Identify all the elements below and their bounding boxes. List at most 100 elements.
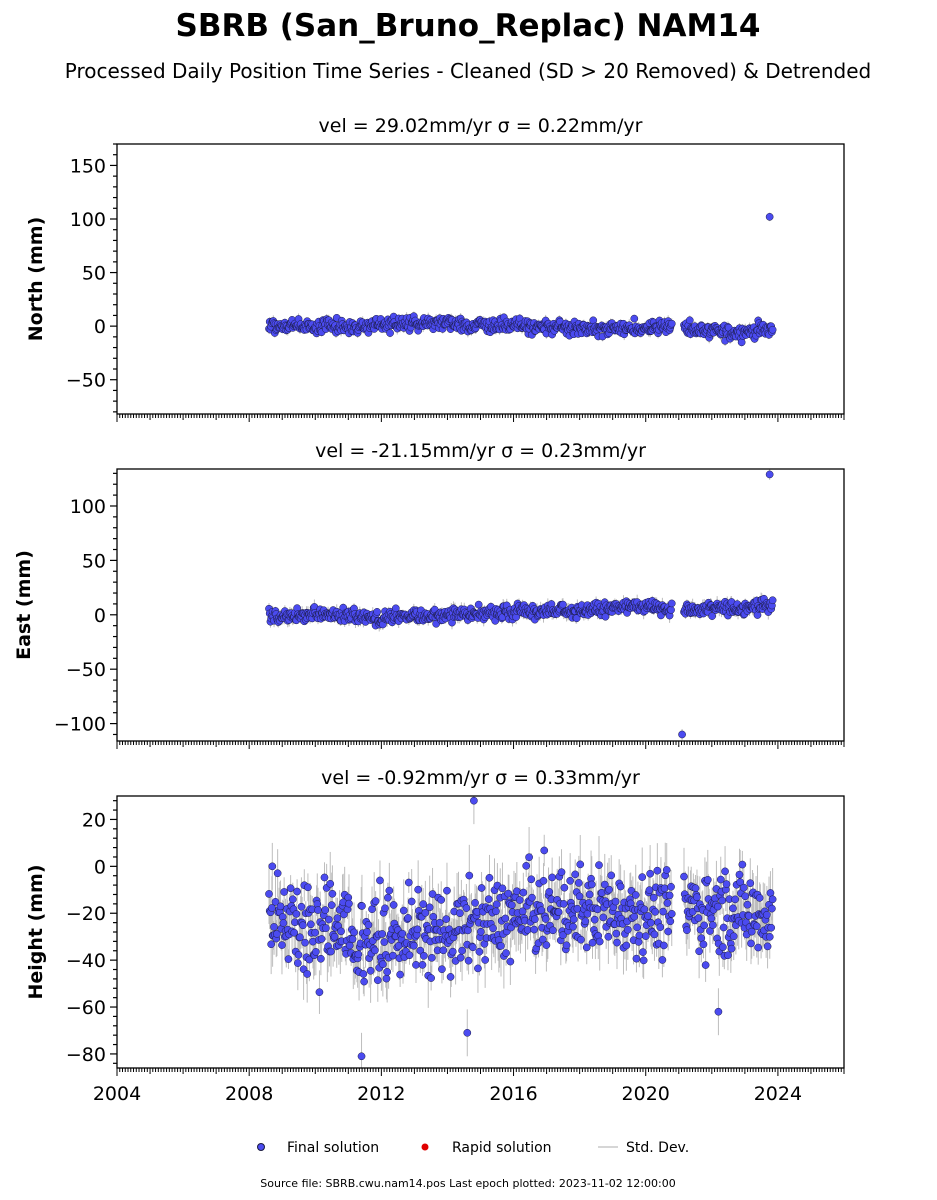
data-point	[743, 900, 752, 909]
data-point	[651, 907, 660, 916]
data-point	[322, 924, 330, 932]
data-point	[389, 901, 398, 909]
data-point	[413, 925, 422, 934]
data-point	[299, 921, 307, 930]
data-point	[646, 869, 654, 878]
y-tick-label: −100	[54, 714, 106, 736]
data-point	[464, 926, 472, 935]
data-point	[630, 912, 639, 921]
data-point	[404, 878, 413, 887]
data-point	[311, 948, 320, 956]
data-point	[476, 927, 485, 936]
data-point	[304, 883, 312, 892]
data-point	[660, 884, 669, 893]
data-point	[768, 904, 776, 913]
data-point	[396, 970, 404, 979]
data-point	[311, 928, 319, 937]
data-point	[649, 893, 658, 902]
data-point	[427, 974, 435, 982]
data-point	[317, 935, 326, 943]
data-point	[427, 953, 436, 962]
data-point	[650, 930, 659, 939]
data-point	[582, 943, 591, 952]
data-point	[360, 977, 368, 986]
data-point	[545, 887, 554, 896]
data-point	[363, 928, 371, 936]
data-point	[484, 895, 493, 903]
data-point	[746, 879, 755, 888]
panel-2-data	[265, 469, 777, 740]
data-point	[284, 955, 293, 963]
data-point	[419, 900, 428, 908]
data-point	[462, 904, 471, 912]
data-point	[409, 941, 418, 950]
data-point	[763, 911, 771, 919]
y-tick-label: 20	[82, 809, 106, 831]
data-point	[548, 873, 557, 882]
data-point	[714, 902, 722, 911]
data-point	[559, 900, 568, 908]
data-point	[738, 860, 747, 869]
data-point	[541, 915, 550, 923]
data-point	[327, 947, 335, 956]
outlier-point	[268, 862, 277, 871]
data-point	[537, 906, 546, 915]
data-point	[469, 943, 477, 952]
data-point	[373, 976, 382, 985]
data-point	[378, 930, 386, 938]
data-point	[645, 886, 654, 894]
data-point	[719, 943, 727, 951]
data-point	[667, 882, 675, 891]
data-point	[278, 941, 286, 949]
y-tick-label: −50	[66, 659, 106, 681]
data-point	[418, 961, 427, 969]
panel-2-xticks	[116, 741, 845, 749]
data-point	[577, 935, 585, 944]
outlier-point	[470, 796, 478, 805]
y-tick-label: 150	[70, 155, 106, 177]
data-point	[373, 608, 381, 616]
data-point	[699, 940, 708, 949]
outlier-point	[714, 1007, 723, 1016]
data-point	[305, 955, 314, 964]
data-point	[576, 860, 585, 869]
panel-1: vel = 29.02mm/yr σ = 0.22mm/yr North (mm)…	[25, 115, 845, 422]
data-point	[662, 866, 671, 874]
data-point	[768, 325, 777, 334]
data-point	[549, 926, 557, 935]
data-point	[485, 873, 494, 882]
data-point	[279, 919, 288, 927]
data-point	[286, 884, 295, 893]
data-point	[635, 931, 644, 940]
data-point	[368, 905, 376, 914]
data-point	[383, 967, 392, 976]
data-point	[630, 314, 639, 323]
data-point	[303, 970, 312, 978]
data-point	[384, 893, 392, 902]
data-point	[412, 961, 420, 969]
data-point	[273, 930, 281, 938]
data-point	[477, 884, 486, 892]
data-point	[437, 896, 446, 904]
data-point	[605, 885, 613, 894]
data-point	[371, 897, 380, 905]
data-point	[492, 900, 501, 909]
y-tick-label: 50	[82, 263, 106, 285]
data-point	[294, 951, 303, 959]
y-tick-label: 100	[70, 496, 106, 518]
data-point	[315, 988, 324, 997]
panel-3-xticks	[116, 1068, 845, 1076]
data-point	[647, 918, 655, 927]
data-point	[456, 953, 465, 962]
data-point	[767, 923, 776, 932]
data-point	[583, 909, 592, 918]
data-point	[685, 316, 694, 325]
data-point	[752, 922, 761, 931]
data-point	[456, 909, 464, 918]
chart-title: SBRB (San_Bruno_Replac) NAM14	[176, 8, 761, 44]
data-point	[359, 970, 368, 978]
data-point	[607, 871, 616, 880]
data-point	[613, 938, 621, 947]
data-point	[502, 949, 510, 957]
data-point	[280, 888, 288, 896]
